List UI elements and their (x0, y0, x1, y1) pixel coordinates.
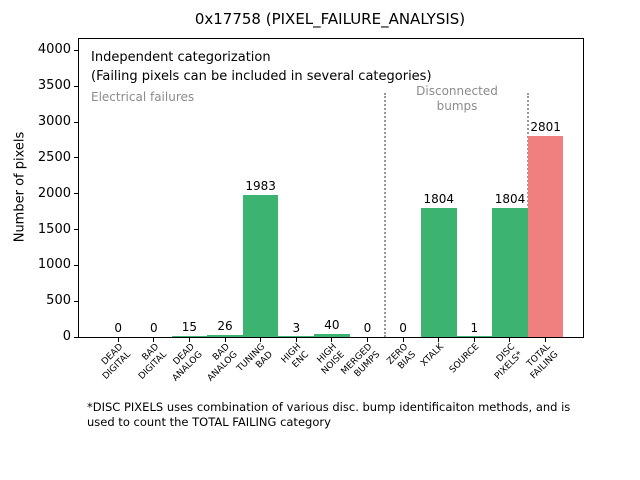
y-tick-label: 1000 (37, 257, 71, 273)
bar-value-label: 0 (399, 321, 407, 335)
y-tick-mark (74, 300, 79, 302)
x-tick-mark (473, 337, 475, 342)
annotation-categories-note: (Failing pixels can be included in sever… (91, 69, 432, 84)
x-tick-label: BAD DIGITAL (136, 342, 169, 382)
y-tick-mark (74, 121, 79, 123)
bar-value-label: 1804 (494, 191, 526, 206)
chart-title: 0x17758 (PIXEL_FAILURE_ANALYSIS) (194, 10, 466, 28)
bar (242, 194, 279, 337)
bar (527, 136, 564, 337)
y-tick-label: 2500 (37, 149, 71, 165)
bar (314, 334, 350, 337)
y-axis-label: Number of pixels (12, 131, 28, 243)
bar-value-label: 26 (217, 319, 233, 334)
y-tick-mark (74, 336, 79, 338)
x-tick-label: ZERO BIAS (385, 342, 418, 372)
region-label-electrical-failures: Electrical failures (91, 90, 195, 104)
bar-value-label: 1804 (423, 191, 454, 206)
x-tick-label: DISC PIXELS* (492, 342, 525, 382)
x-tick-label: XTALK (419, 342, 446, 369)
x-tick-mark (402, 337, 404, 342)
x-tick-mark (331, 337, 333, 342)
bar-value-label: 1983 (245, 178, 276, 193)
x-tick-label: DEAD ANALOG (170, 342, 204, 384)
separator-dotted-line (384, 93, 387, 337)
x-tick-mark (438, 337, 440, 342)
plot-area: Independent categorization (Failing pixe… (38, 38, 584, 383)
x-tick-mark (153, 337, 155, 342)
x-tick-mark (260, 337, 262, 342)
y-tick-label: 0 (62, 329, 71, 344)
x-tick-label: MERGED BUMPS (339, 342, 383, 379)
bar (492, 207, 528, 337)
bar (278, 336, 315, 337)
y-tick-mark (74, 85, 79, 87)
y-tick-mark (74, 49, 79, 51)
footnote: *DISC PIXELS uses combination of various… (87, 400, 571, 429)
y-tick-mark (74, 193, 79, 195)
y-tick-mark (74, 264, 79, 266)
x-tick-label: TUNING BAD (235, 342, 276, 374)
y-tick-label: 1500 (37, 221, 71, 237)
bar-value-label: 3 (292, 320, 301, 335)
y-tick-label: 2000 (37, 185, 71, 201)
bar-value-label: 40 (324, 318, 340, 333)
y-tick-label: 4000 (37, 42, 71, 58)
x-tick-label: HIGH ENC (279, 342, 311, 370)
bar-value-label: 0 (149, 321, 158, 335)
bar (456, 336, 493, 337)
y-tick-label: 500 (46, 293, 71, 309)
bar-value-label: 2801 (530, 120, 561, 135)
x-tick-label: SOURCE (448, 342, 482, 376)
x-tick-mark (367, 337, 368, 342)
bar (207, 335, 243, 337)
x-tick-mark (224, 337, 226, 342)
bar-value-label: 0 (363, 321, 372, 335)
x-tick-label: TOTAL FAILING (525, 342, 561, 381)
bar-value-label: 0 (114, 321, 122, 335)
y-tick-label: 3000 (37, 114, 71, 130)
region-label-disconnected-bumps: Disconnected bumps (416, 84, 498, 113)
annotation-independent-categorization: Independent categorization (91, 50, 271, 65)
y-tick-mark (74, 229, 79, 231)
x-tick-mark (188, 337, 190, 342)
bar (420, 207, 457, 337)
x-tick-mark (295, 337, 297, 342)
x-tick-mark (117, 337, 119, 342)
bar-value-label: 1 (470, 320, 479, 335)
x-tick-mark (509, 337, 511, 342)
y-tick-label: 3500 (37, 78, 71, 94)
x-tick-label: BAD ANALOG (205, 342, 240, 384)
x-tick-mark (545, 337, 547, 342)
bar-value-label: 15 (181, 319, 198, 334)
y-tick-mark (74, 157, 79, 159)
x-tick-label: DEAD DIGITAL (100, 342, 133, 382)
bar (171, 335, 208, 337)
